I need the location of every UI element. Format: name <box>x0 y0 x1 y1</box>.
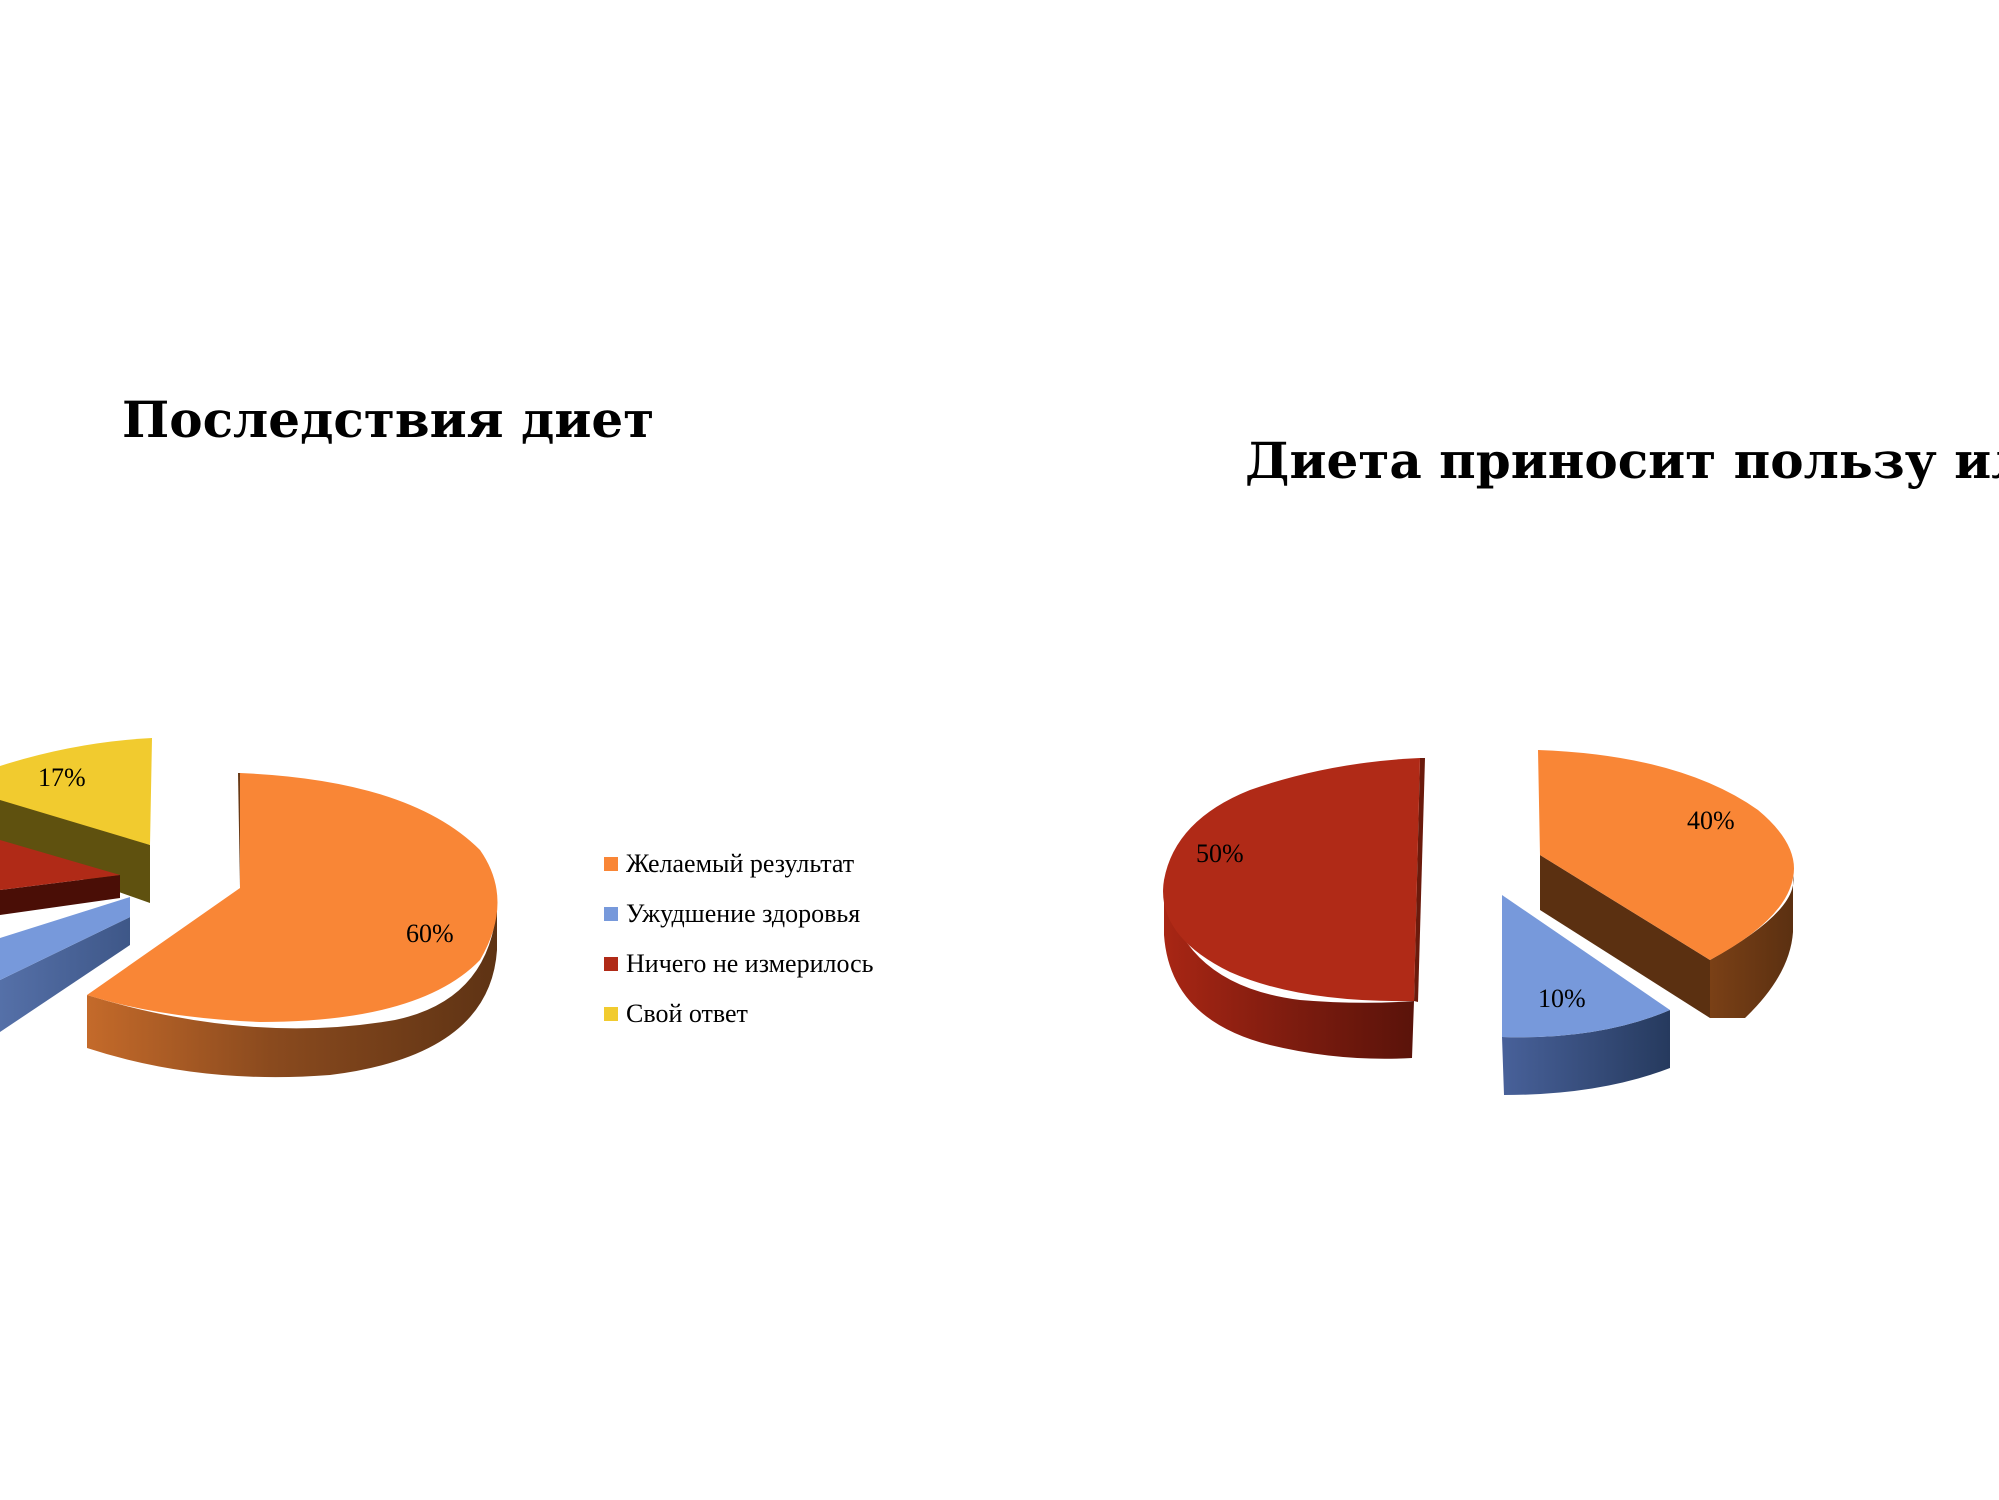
pie-2-slice-benefit-top <box>1538 750 1794 960</box>
pie-2-label-harm: 10% <box>1538 984 1586 1013</box>
pie-2-slice-benefit-inner-side <box>1540 855 1710 1018</box>
pie-1-label-own-answer: 17% <box>38 763 86 792</box>
pie-1-slice-desired-result <box>87 773 498 1078</box>
pie-2-slice-no-effect-top <box>1163 758 1420 1002</box>
pie-1-slice-nothing-changed <box>0 840 120 915</box>
pie-1-slice-desired-result-side <box>87 905 497 1078</box>
pie-2-label-benefit: 40% <box>1687 806 1735 835</box>
legend-swatch-desired-result <box>604 857 618 871</box>
legend-label-desired-result: Желаемый результат <box>626 849 854 878</box>
pie-1-slice-desired-result-top <box>87 773 498 1022</box>
legend-swatch-health-worse <box>604 907 618 921</box>
legend-swatch-nothing-changed <box>604 957 618 971</box>
pie-1-slice-nothing-changed-side <box>0 875 120 915</box>
legend-label-nothing-changed: Ничего не измерилось <box>626 949 874 978</box>
pie-2-slice-harm-side <box>1502 1010 1670 1095</box>
pie-2-slice-benefit <box>1538 750 1794 1018</box>
legend-label-own-answer: Свой ответ <box>626 999 748 1028</box>
pie-2-slice-no-effect-edge <box>1414 758 1425 1002</box>
pie-1-slice-own-answer-top <box>0 738 152 845</box>
pie-1-slice-nothing-changed-top <box>0 840 120 890</box>
chart-1: Последствия диет 17% 60% Желаемый резуль <box>0 390 874 1078</box>
pie-2-slice-no-effect <box>1163 758 1425 1059</box>
pie-2-slice-harm <box>1502 895 1670 1095</box>
pie-2-slice-harm-top <box>1502 895 1670 1038</box>
pie-1-slice-health-worse-side <box>0 917 130 1032</box>
chart-1-title: Последствия диет <box>122 390 654 449</box>
legend-swatch-own-answer <box>604 1007 618 1021</box>
chart-2: Диета приносит пользу или 50% 10% 40% <box>1163 431 1999 1095</box>
pie-1-label-desired-result: 60% <box>406 919 454 948</box>
pie-1-slice-health-worse-top <box>0 897 130 980</box>
pie-2-slice-benefit-outer-side <box>1710 875 1794 1018</box>
chart-2-title: Диета приносит пользу или <box>1245 431 1999 490</box>
pie-1-slice-health-worse <box>0 897 130 1032</box>
pie-2-label-no-effect: 50% <box>1196 839 1244 868</box>
legend-label-health-worse: Ужудшение здоровья <box>626 899 860 928</box>
pie-1-legend: Желаемый результат Ужудшение здоровья Ни… <box>604 849 874 1028</box>
pie-2-slice-no-effect-side <box>1164 884 1414 1059</box>
